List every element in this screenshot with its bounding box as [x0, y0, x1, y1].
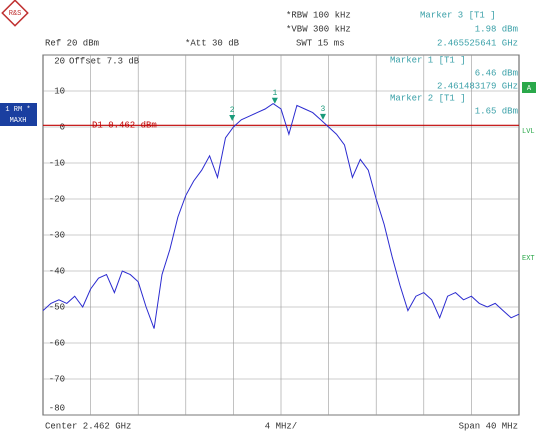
y-tick-label: -80: [49, 403, 65, 413]
trace: [42, 102, 520, 329]
span: Span 40 MHz: [459, 421, 518, 431]
y-tick-label: -20: [49, 194, 65, 204]
y-tick-label: -70: [49, 374, 65, 384]
y-tick-label: -50: [49, 302, 65, 312]
marker-label: Marker 2 [T1 ]: [390, 93, 466, 103]
ref-offset: Offset 7.3 dB: [69, 56, 140, 66]
marker-label: Marker 1 [T1 ]: [390, 55, 466, 65]
y-tick-label: 20: [54, 56, 65, 66]
y-tick-label: 10: [54, 86, 65, 96]
marker-level: 6.46 dBm: [475, 68, 518, 78]
trace-badge: [0, 103, 37, 126]
y-tick-label: 0: [60, 122, 65, 132]
center-frequency: Center 2.462 GHz: [45, 421, 131, 431]
marker-frequency: 2.461483179 GHz: [437, 81, 518, 91]
sweep-time: SWT 15 ms: [296, 38, 345, 48]
y-tick-label: -60: [49, 338, 65, 348]
ext-label: EXT: [522, 255, 535, 263]
attenuation: *Att 30 dB: [185, 38, 240, 48]
y-tick-label: -10: [49, 158, 65, 168]
ref-level: Ref 20 dBm: [45, 38, 99, 48]
rbw: *RBW 100 kHz: [286, 10, 351, 20]
marker-level: 1.65 dBm: [475, 106, 518, 116]
marker-level: 1.98 dBm: [475, 24, 518, 34]
marker-triangle: [319, 113, 326, 120]
marker-frequency: 2.465525641 GHz: [437, 38, 518, 48]
vbw: *VBW 300 kHz: [286, 24, 351, 34]
lvl-label: LVL: [522, 128, 535, 136]
logo: R&S: [1, 0, 29, 27]
marker-triangle: [229, 115, 236, 122]
detector: MAXH: [10, 117, 27, 125]
marker-triangle: [271, 97, 278, 104]
svg-text:R&S: R&S: [9, 10, 22, 18]
marker-label: Marker 3 [T1 ]: [420, 10, 496, 20]
a-badge: [522, 82, 536, 93]
a-label: A: [527, 85, 532, 93]
marker-symbol: 1: [272, 89, 277, 98]
display-line-label: D1 0.462 dBm: [92, 121, 157, 131]
y-tick-label: -40: [49, 266, 65, 276]
span-per-div: 4 MHz/: [265, 421, 297, 431]
marker-symbol: 3: [321, 105, 326, 114]
trace-mode: 1 RM *: [5, 106, 30, 114]
marker-symbol: 2: [230, 106, 235, 115]
y-tick-label: -30: [49, 230, 65, 240]
